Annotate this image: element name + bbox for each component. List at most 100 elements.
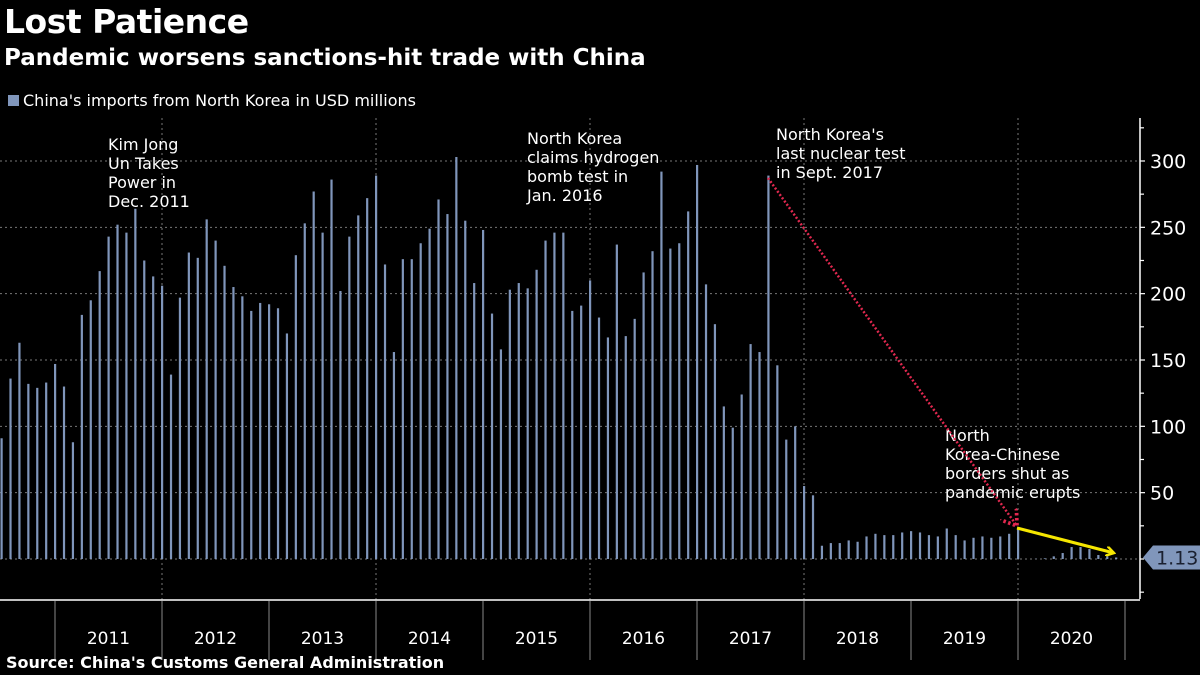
annotation-line: last nuclear test bbox=[776, 144, 906, 163]
x-tick-label: 2012 bbox=[194, 629, 237, 649]
bar bbox=[776, 365, 779, 559]
bar bbox=[446, 214, 449, 560]
bar bbox=[116, 224, 119, 559]
x-tick-label: 2014 bbox=[408, 629, 451, 649]
annotation-line: Korea-Chinese bbox=[945, 445, 1060, 464]
y-tick-label: 150 bbox=[1150, 350, 1186, 372]
bar bbox=[205, 219, 208, 559]
axes: 50 100 150 200 250 300 1.13 2011 2012 2013 2014 201… bbox=[0, 118, 1200, 660]
x-tick-label: 2018 bbox=[836, 629, 879, 649]
bar bbox=[981, 536, 984, 559]
bar bbox=[178, 297, 182, 559]
bar bbox=[214, 240, 217, 560]
annotation-text: North Korea claims hydrogen bomb test in Ja… bbox=[526, 129, 659, 205]
bar bbox=[999, 536, 1002, 559]
bar bbox=[687, 211, 690, 559]
bar bbox=[606, 337, 610, 559]
x-tick-label: 2016 bbox=[622, 629, 665, 649]
bar bbox=[713, 324, 717, 559]
annotation-line: pandemic erupts bbox=[945, 483, 1080, 502]
bar bbox=[276, 308, 280, 559]
bar bbox=[152, 276, 155, 559]
y-tick-label: 100 bbox=[1150, 416, 1186, 438]
legend: China's imports from North Korea in USD … bbox=[8, 91, 416, 110]
bar bbox=[401, 259, 404, 559]
bar bbox=[642, 272, 645, 559]
last-value-badge bbox=[1143, 545, 1200, 570]
bar bbox=[357, 215, 360, 559]
y-tick-label: 250 bbox=[1150, 217, 1186, 239]
bar bbox=[1070, 547, 1073, 559]
bar bbox=[499, 349, 503, 559]
bar bbox=[927, 535, 931, 559]
bar bbox=[464, 220, 467, 559]
bar bbox=[1061, 553, 1064, 559]
bar bbox=[544, 240, 547, 560]
bar bbox=[0, 438, 3, 559]
bar bbox=[562, 232, 565, 559]
annotation-line: North Korea bbox=[527, 129, 622, 148]
bar bbox=[847, 540, 850, 559]
annotation-text: North Korea-Chinese borders shut as pandemi… bbox=[945, 426, 1080, 502]
bar bbox=[633, 318, 636, 559]
bar bbox=[285, 333, 289, 559]
bar bbox=[972, 537, 975, 559]
annotation-line: Power in bbox=[108, 173, 176, 192]
legend-label: China's imports from North Korea in USD … bbox=[23, 91, 416, 110]
bar bbox=[169, 374, 173, 559]
annotation-line: Dec. 2011 bbox=[108, 192, 190, 211]
bar bbox=[250, 310, 253, 559]
x-tick-label: 2017 bbox=[729, 629, 772, 649]
bar bbox=[785, 439, 788, 559]
bar bbox=[740, 394, 743, 559]
bar bbox=[624, 336, 627, 559]
gridlines bbox=[0, 118, 1140, 601]
bar bbox=[482, 229, 485, 559]
y-tick-label: 50 bbox=[1150, 483, 1174, 505]
bar bbox=[473, 283, 476, 559]
bar bbox=[375, 175, 378, 560]
bar bbox=[865, 536, 868, 559]
bar bbox=[383, 264, 387, 559]
bar bbox=[62, 386, 66, 559]
bar bbox=[98, 271, 101, 559]
bar bbox=[71, 442, 75, 559]
bar bbox=[794, 426, 797, 559]
bar bbox=[1079, 547, 1082, 559]
bar bbox=[490, 313, 494, 559]
bar bbox=[1088, 549, 1091, 559]
bar bbox=[874, 533, 877, 559]
bar bbox=[651, 251, 654, 559]
bar bbox=[107, 236, 110, 560]
y-tick-label: 300 bbox=[1150, 151, 1186, 173]
bar bbox=[892, 535, 895, 559]
bar bbox=[517, 283, 520, 559]
bar bbox=[918, 532, 922, 559]
bar bbox=[945, 528, 948, 559]
bar bbox=[767, 175, 770, 560]
bar bbox=[303, 223, 306, 559]
pandemic-arrow bbox=[1016, 526, 1114, 553]
bar bbox=[803, 486, 806, 559]
bar bbox=[553, 232, 556, 559]
x-tick-label: 2019 bbox=[943, 629, 986, 649]
bar bbox=[820, 545, 824, 559]
legend-swatch bbox=[8, 95, 19, 106]
x-tick-label: 2015 bbox=[515, 629, 558, 649]
annotation-line: claims hydrogen bbox=[527, 148, 659, 167]
bar bbox=[45, 382, 48, 559]
bar bbox=[89, 300, 92, 559]
bar bbox=[223, 265, 226, 559]
bar bbox=[954, 535, 957, 559]
bar bbox=[428, 228, 431, 559]
bar bbox=[535, 269, 538, 559]
source-note: Source: China's Customs General Administ… bbox=[6, 653, 445, 672]
bar bbox=[597, 317, 601, 559]
bar bbox=[856, 541, 859, 559]
bar bbox=[80, 314, 83, 559]
bar bbox=[321, 232, 324, 559]
bar bbox=[366, 198, 369, 559]
bar bbox=[910, 531, 913, 559]
bar bbox=[330, 179, 333, 560]
bar bbox=[410, 259, 413, 559]
